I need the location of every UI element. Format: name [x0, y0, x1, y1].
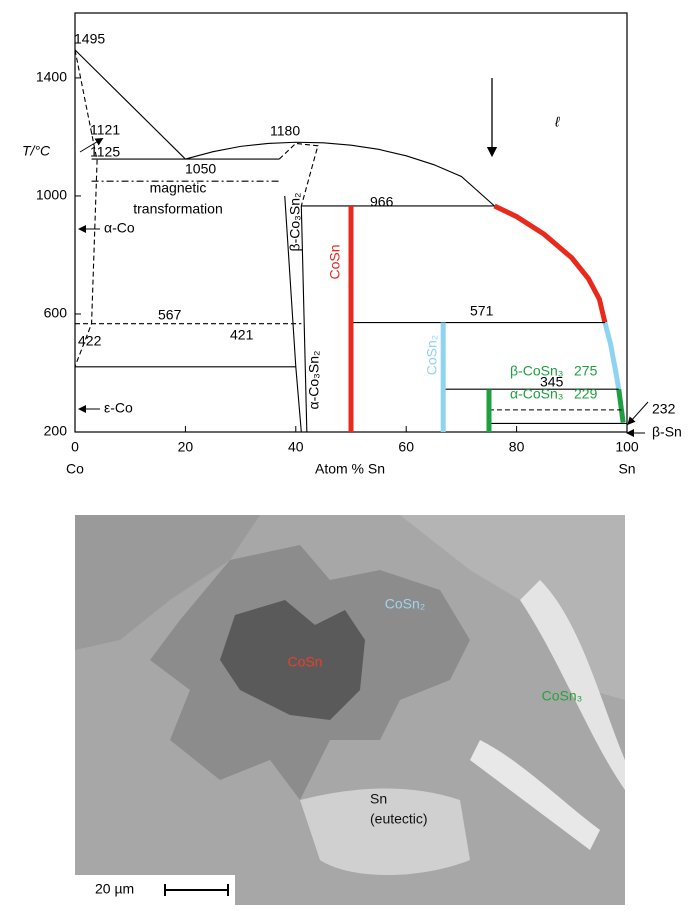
scale-bar-label: 20 µm	[95, 881, 134, 897]
annotation: 1495	[74, 31, 105, 47]
y-tick-label: 200	[44, 423, 68, 439]
phase-boundary	[605, 323, 619, 390]
micrograph-label: CoSn₃	[542, 688, 583, 704]
annotation: magnetic	[150, 180, 207, 196]
phase-boundary	[185, 142, 494, 206]
annotation: 1050	[185, 161, 216, 177]
x-axis-label: Atom % Sn	[315, 461, 385, 477]
micrograph-label: (eutectic)	[370, 811, 428, 827]
micrograph: 20 µm CoSn CoSn₂ CoSn₃ Sn (eutectic)	[75, 515, 625, 905]
annotation: 422	[78, 333, 102, 349]
y-tick-label: 1400	[36, 69, 67, 85]
annotation: β-CoSn₃	[510, 363, 563, 379]
x-tick-label: 60	[398, 439, 414, 455]
annotation: 571	[470, 303, 494, 319]
annotation: 966	[370, 194, 394, 210]
micrograph-label: Sn	[370, 791, 387, 807]
x-tick-label: 0	[71, 439, 79, 455]
x-tick-label: 80	[509, 439, 525, 455]
phase-boundary	[619, 389, 623, 422]
annotation: 275	[574, 363, 598, 379]
x-tick-label: 20	[178, 439, 194, 455]
annotation: 1180	[270, 123, 300, 139]
micrograph-label: CoSn₂	[385, 596, 425, 612]
annotation: 1121	[90, 122, 120, 138]
annotation: CoSn₂	[424, 335, 440, 375]
annotation: β-Sn	[652, 424, 682, 440]
micrograph-label: CoSn	[287, 654, 322, 670]
figure: T/°C Atom % Sn Co Sn 20 µm CoSn CoSn₂ CoSn…	[0, 0, 690, 906]
x-end-label: Sn	[618, 461, 635, 477]
annotation: 232	[652, 401, 676, 417]
annotation: CoSn	[327, 244, 343, 279]
annotation: 567	[158, 307, 182, 323]
pointer	[630, 402, 648, 422]
annotation: ε-Co	[104, 400, 133, 416]
x-tick-label: 100	[615, 439, 639, 455]
annotation: α-Co	[104, 220, 135, 236]
y-tick-label: 1000	[36, 187, 67, 203]
annotation: 421	[230, 327, 254, 343]
annotation: 229	[574, 386, 598, 402]
annotation: 1125	[90, 144, 120, 160]
x-end-label: Co	[66, 461, 84, 477]
annotation: β-Co₃Sn₂	[287, 193, 303, 252]
phase-boundary	[75, 50, 97, 367]
annotation: ℓ	[554, 114, 560, 130]
phase-boundary	[75, 50, 185, 159]
y-tick-label: 600	[44, 305, 68, 321]
phase-boundary	[495, 206, 605, 323]
y-axis-label: T/°C	[22, 143, 51, 159]
annotation: α-CoSn₃	[510, 386, 563, 402]
annotation: α-Co₃Sn₂	[306, 351, 322, 410]
annotation: transformation	[133, 201, 222, 217]
x-tick-label: 40	[288, 439, 304, 455]
